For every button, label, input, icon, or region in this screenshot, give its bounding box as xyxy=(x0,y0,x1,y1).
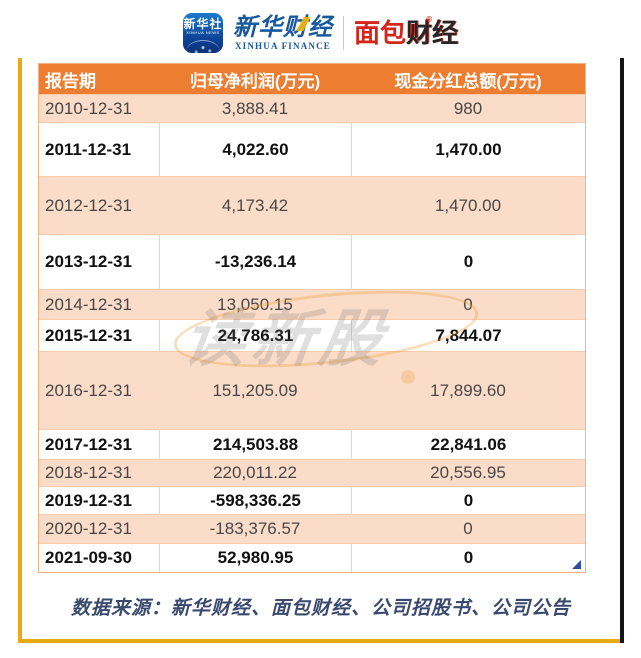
table-body: 2010-12-31 3,888.41 980 2011-12-31 4,022.60 1… xyxy=(39,95,585,572)
mianbao-finance-logo: 面包财经 ® xyxy=(353,16,459,48)
cell-net-profit: -13,236.14 xyxy=(159,235,351,289)
logo-divider xyxy=(342,16,344,50)
cell-net-profit: 24,786.31 xyxy=(159,320,351,351)
cell-dividend: 0 xyxy=(351,544,585,572)
cell-net-profit: 220,011.22 xyxy=(213,463,297,482)
cell-selection-handle-icon xyxy=(572,560,581,569)
frame-gold-bottom xyxy=(18,639,624,643)
cell-net-profit: 3,888.41 xyxy=(221,98,289,118)
cell-dividend: 0 xyxy=(351,235,585,289)
xinhua-icon-cn-label: 新华社 xyxy=(183,17,223,31)
registered-trademark-icon: ® xyxy=(426,15,433,24)
cell-dividend: 1,470.00 xyxy=(434,195,502,215)
xinhua-finance-cn-label: 新华财经 xyxy=(232,12,333,41)
cell-net-profit: 4,022.60 xyxy=(159,123,351,176)
cell-dividend: 20,556.95 xyxy=(430,463,506,482)
frame-gold-left xyxy=(18,38,22,643)
cell-dividend: 980 xyxy=(453,98,483,118)
globe-network-icon xyxy=(185,40,220,53)
cell-net-profit: 52,980.95 xyxy=(159,544,351,572)
cell-period: 2014-12-31 xyxy=(45,294,132,314)
header-report-period: 报告期 xyxy=(45,71,96,91)
data-source-note: 数据来源：新华财经、面包财经、公司招股书、公司公告 xyxy=(70,597,571,619)
table-row: 2021-09-30 52,980.95 0 xyxy=(39,544,585,572)
table-row: 2019-12-31 -598,336.25 0 xyxy=(39,487,585,515)
table-row: 2013-12-31 -13,236.14 0 xyxy=(39,235,585,290)
cell-net-profit: 13,050.15 xyxy=(217,294,293,314)
cell-period: 2012-12-31 xyxy=(45,195,132,215)
cell-period: 2021-09-30 xyxy=(45,548,132,567)
cell-period: 2017-12-31 xyxy=(45,434,132,454)
cell-net-profit: -598,336.25 xyxy=(159,487,351,514)
cell-dividend: 22,841.06 xyxy=(351,430,585,459)
xinhua-finance-logo: 新华财经 XINHUA FINANCE xyxy=(233,15,333,51)
logo-bar: 新华社 XINHUA NEWS 新华财经 XINHUA FINANCE 面包财经… xyxy=(0,8,641,58)
cell-net-profit: 214,503.88 xyxy=(159,430,351,459)
cell-net-profit: 4,173.42 xyxy=(221,195,289,215)
cell-period: 2019-12-31 xyxy=(45,490,132,510)
mianbao-logo-part1: 面包 xyxy=(353,18,406,48)
header-net-profit: 归母净利润(万元) xyxy=(189,71,321,91)
table-row: 2014-12-31 13,050.15 0 xyxy=(39,290,585,320)
table-row: 2015-12-31 24,786.31 7,844.07 xyxy=(39,320,585,352)
cell-dividend: 1,470.00 xyxy=(351,123,585,176)
cell-period: 2010-12-31 xyxy=(45,98,132,118)
dividend-profit-table: 报告期 归母净利润(万元) 现金分红总额(万元) 2010-12-31 3,888… xyxy=(38,63,586,573)
table-row: 2010-12-31 3,888.41 980 xyxy=(39,95,585,123)
table-header-row: 报告期 归母净利润(万元) 现金分红总额(万元) xyxy=(39,64,585,95)
table-row: 2012-12-31 4,173.42 1,470.00 xyxy=(39,177,585,235)
table-row: 2017-12-31 214,503.88 22,841.06 xyxy=(39,430,585,460)
cell-period: 2016-12-31 xyxy=(45,380,132,400)
cell-period: 2020-12-31 xyxy=(45,519,132,538)
cell-dividend: 0 xyxy=(351,487,585,514)
cell-period: 2018-12-31 xyxy=(45,463,132,482)
cell-dividend: 7,844.07 xyxy=(351,320,585,351)
cell-dividend: 0 xyxy=(463,519,473,538)
cell-period: 2015-12-31 xyxy=(45,325,132,345)
header-cash-dividend: 现金分红总额(万元) xyxy=(394,71,542,91)
xinhua-news-app-icon: 新华社 XINHUA NEWS xyxy=(182,13,223,53)
frame-black-right xyxy=(620,38,624,643)
mianbao-logo-part2: 财经 xyxy=(406,18,459,48)
table-row: 2020-12-31 -183,376.57 0 xyxy=(39,515,585,544)
table-row: 2011-12-31 4,022.60 1,470.00 xyxy=(39,123,585,177)
cell-net-profit: 151,205.09 xyxy=(212,380,298,400)
cell-period: 2011-12-31 xyxy=(45,139,132,159)
xinhua-finance-en-label: XINHUA FINANCE xyxy=(234,41,332,51)
cell-period: 2013-12-31 xyxy=(45,252,132,271)
cell-dividend: 17,899.60 xyxy=(430,380,506,400)
xinhua-icon-en-label: XINHUA NEWS xyxy=(186,30,220,35)
table-row: 2016-12-31 151,205.09 17,899.60 xyxy=(39,352,585,430)
cell-net-profit: -183,376.57 xyxy=(209,519,301,538)
cell-dividend: 0 xyxy=(463,294,473,314)
table-row: 2018-12-31 220,011.22 20,556.95 xyxy=(39,460,585,487)
